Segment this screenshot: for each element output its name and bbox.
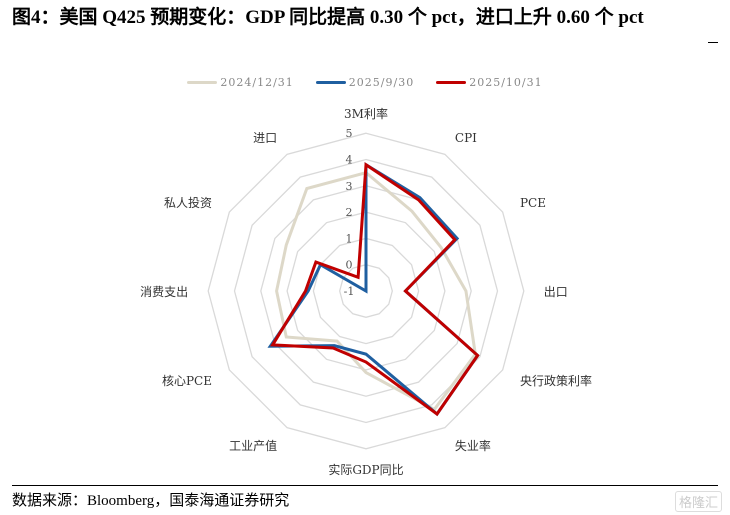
title-dash: [708, 42, 718, 43]
axis-label: 核心PCE: [162, 374, 212, 388]
axis-label: 出口: [544, 285, 568, 299]
tick-label: 5: [346, 127, 353, 140]
axis-label: 进口: [253, 131, 277, 145]
legend-swatch: [436, 81, 467, 84]
legend-label: 2025/10/31: [469, 76, 543, 89]
series-line: [270, 162, 480, 417]
figure-title: 图4：美国 Q425 预期变化：GDP 同比提高 0.30 个 pct，进口上升…: [12, 7, 644, 28]
axis-label: 工业产值: [229, 438, 277, 453]
legend-item: 2025/10/31: [436, 76, 542, 89]
axis-label: 3M利率: [344, 106, 388, 121]
watermark-logo: 格隆汇: [674, 491, 722, 512]
grid-ring: [207, 132, 525, 450]
tick-label: 3: [346, 180, 353, 193]
axis-label: CPI: [455, 131, 477, 145]
axis-label: 私人投资: [164, 195, 212, 210]
axis-label: PCE: [520, 196, 546, 210]
legend-swatch: [187, 81, 218, 84]
grid-ring: [286, 211, 446, 371]
legend-label: 2025/9/30: [348, 76, 415, 89]
source-note: 数据来源：Bloomberg，国泰海通证券研究: [12, 493, 290, 509]
series-line: [275, 170, 477, 412]
tick-label: 4: [346, 154, 353, 167]
tick-label: -1: [344, 285, 355, 298]
divider: [12, 485, 718, 486]
axis-label: 央行政策利率: [520, 373, 592, 388]
axis-label: 失业率: [455, 438, 491, 453]
legend-item: 2024/12/31: [187, 76, 293, 89]
axis-label: 实际GDP同比: [328, 462, 403, 477]
grid-ring: [233, 158, 499, 424]
tick-label: 2: [346, 206, 353, 219]
tick-label: 1: [346, 232, 353, 245]
legend: 2024/12/31 2025/9/30 2025/10/31: [0, 76, 730, 89]
tick-label: 0: [346, 259, 353, 272]
legend-label: 2024/12/31: [220, 76, 294, 89]
axis-label: 消费支出: [140, 285, 188, 299]
legend-item: 2025/9/30: [315, 76, 415, 89]
legend-swatch: [315, 81, 346, 84]
